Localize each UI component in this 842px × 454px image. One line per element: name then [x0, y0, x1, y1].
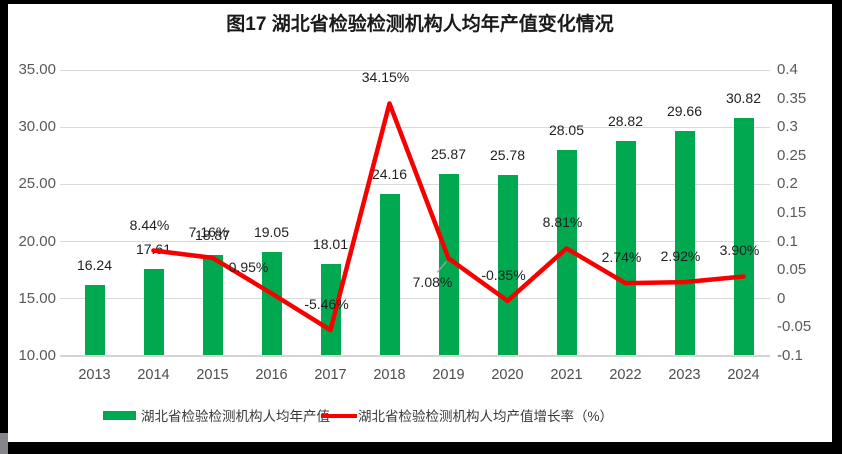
bar [497, 175, 518, 357]
left-edge-grey-patch [0, 433, 8, 454]
left-axis-tick-label: 25.00 [18, 175, 56, 193]
chart-title: 图17 湖北省检验检测机构人均年产值变化情况 [226, 14, 614, 35]
grid-line [60, 298, 770, 300]
x-axis-year-label: 2024 [727, 367, 760, 383]
growth-value-label: 7.08% [412, 274, 453, 291]
bar-value-label: 24.16 [371, 166, 408, 182]
right-axis-tick-label: 0.3 [777, 118, 798, 136]
bar-value-label: 25.87 [430, 146, 467, 163]
right-axis-tick-label: 0.15 [777, 204, 807, 221]
growth-line [151, 101, 746, 333]
bar [320, 264, 341, 357]
legend-swatch-bar [103, 411, 136, 420]
grid-line [60, 183, 770, 185]
left-axis-tick-label: 10.00 [18, 347, 56, 364]
growth-value-label: 8.81% [542, 214, 583, 231]
x-axis-year-label: 2018 [373, 367, 406, 383]
growth-value-label: 3.90% [719, 242, 760, 259]
right-axis-tick-label: 0.25 [777, 146, 807, 164]
grid-line [60, 241, 770, 243]
right-axis-tick-label: 0.2 [777, 175, 798, 193]
growth-value-label: 7.16% [188, 223, 229, 240]
right-axis-tick-label: 0.05 [777, 261, 807, 279]
bar-value-label: 18.01 [312, 236, 349, 253]
x-axis-year-label: 2014 [137, 367, 170, 383]
bar [84, 284, 105, 357]
x-axis-year-label: 2022 [609, 367, 642, 383]
x-axis-year-label: 2015 [196, 367, 229, 383]
legend-swatch-line [321, 414, 357, 418]
bar [615, 140, 636, 357]
grid-line [60, 126, 770, 128]
left-axis-tick-label: 30.00 [18, 118, 56, 136]
bar [379, 194, 400, 357]
growth-value-label: 2.92% [660, 248, 701, 265]
bar [202, 254, 223, 357]
x-axis-year-label: 2023 [668, 367, 701, 383]
bar-value-label: 25.78 [489, 147, 526, 164]
bar-value-label: 29.66 [666, 103, 703, 120]
bar [556, 149, 577, 357]
bar-value-label: 28.05 [548, 121, 585, 138]
x-axis-year-label: 2017 [314, 367, 347, 383]
bar-value-label: 16.24 [76, 256, 113, 273]
right-axis-tick-label: -0.1 [777, 347, 803, 364]
right-axis-tick-label: 0.35 [777, 89, 807, 107]
x-axis-year-label: 2016 [255, 367, 288, 383]
right-axis-tick-label: 0.1 [777, 232, 798, 250]
left-axis-tick-label: 15.00 [18, 289, 56, 307]
growth-value-label: -5.46% [304, 296, 349, 313]
growth-value-label: 8.44% [129, 216, 170, 233]
bar-value-label: 28.82 [607, 112, 644, 129]
bar-value-label: 30.82 [725, 89, 762, 106]
x-axis-year-label: 2019 [432, 367, 465, 383]
bar [674, 131, 695, 357]
left-axis-tick-label: 20.00 [18, 232, 56, 250]
x-axis-year-label: 2021 [550, 367, 583, 383]
legend-label-line: 湖北省检验检测机构人均产值增长率（%） [358, 409, 614, 424]
bar-value-label: 18.87 [194, 226, 231, 243]
growth-value-label: 2.74% [601, 249, 642, 266]
bar [261, 252, 282, 357]
right-axis-tick-label: 0.4 [777, 61, 798, 78]
growth-value-label: 34.15% [361, 69, 410, 86]
grid-line [60, 69, 770, 71]
growth-value-label: -0.35% [481, 266, 526, 283]
chart-panel [8, 4, 832, 442]
axis-line [60, 354, 770, 357]
left-axis-tick-label: 35.00 [18, 61, 56, 78]
right-axis-tick-label: 0 [777, 289, 786, 307]
right-axis-tick-label: -0.05 [777, 318, 812, 336]
bar-value-label: 19.05 [253, 224, 290, 241]
bar [733, 117, 754, 357]
x-axis-year-label: 2020 [491, 367, 524, 383]
x-axis-year-label: 2013 [78, 367, 111, 383]
growth-value-label: 0.95% [228, 259, 269, 276]
bar [438, 174, 459, 357]
bar [143, 268, 164, 357]
legend-label-bar: 湖北省检验检测机构人均年产值 [141, 409, 330, 424]
label-leader-line [436, 261, 447, 273]
